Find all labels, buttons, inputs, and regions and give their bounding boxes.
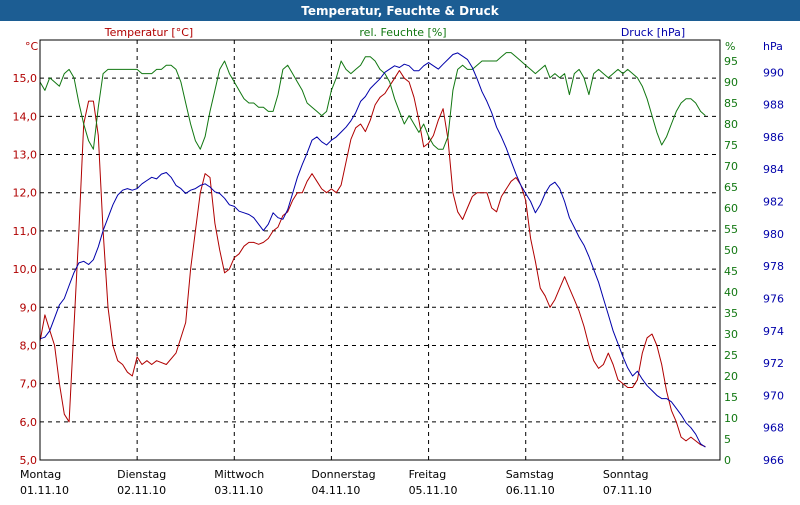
pressure-tick-label: 980 [763,228,784,241]
humidity-unit: % [725,40,735,53]
temperature-tick-label: 15,0 [13,72,38,85]
x-day-label: Sonntag [603,468,649,481]
series-line-pressure [39,52,706,448]
pressure-tick-label: 982 [763,196,784,209]
humidity-tick-label: 90 [724,76,738,89]
humidity-tick-label: 0 [724,454,731,467]
humidity-tick-label: 95 [724,55,738,68]
temperature-tick-label: 7,0 [20,378,38,391]
pressure-tick-label: 970 [763,389,784,402]
humidity-tick-label: 45 [724,265,738,278]
temperature-tick-label: 13,0 [13,149,38,162]
pressure-tick-label: 968 [763,422,784,435]
humidity-tick-label: 40 [724,286,738,299]
x-day-label: Mittwoch [214,468,264,481]
temperature-tick-label: 5,0 [20,454,38,467]
humidity-tick-label: 50 [724,244,738,257]
humidity-tick-label: 5 [724,433,731,446]
pressure-tick-label: 972 [763,357,784,370]
x-day-label: Dienstag [117,468,166,481]
temperature-tick-label: 12,0 [13,187,38,200]
pressure-tick-label: 984 [763,163,784,176]
x-date-label: 02.11.10 [117,484,166,497]
series-lines [39,52,706,448]
humidity-tick-label: 55 [724,223,738,236]
pressure-tick-label: 976 [763,292,784,305]
humidity-tick-label: 65 [724,181,738,194]
humidity-tick-label: 35 [724,307,738,320]
humidity-tick-label: 15 [724,391,738,404]
pressure-axis-label: Druck [hPa] [621,26,685,39]
temperature-ticks: 6,0 7,0 8,0 9,0 10,0 11,0 12,0 13,0 14,0 15,0 5,0 [13,72,38,467]
x-date-label: 01.11.10 [20,484,69,497]
pressure-unit: hPa [763,40,783,53]
temperature-tick-label: 8,0 [20,339,38,352]
pressure-tick-label: 966 [763,454,784,467]
pressure-tick-label: 988 [763,99,784,112]
x-date-label: 03.11.10 [214,484,263,497]
series-line-humidity [39,52,706,150]
humidity-tick-label: 70 [724,160,738,173]
pressure-tick-label: 986 [763,131,784,144]
x-date-label: 07.11.10 [603,484,652,497]
grid [40,40,720,460]
humidity-ticks: 0 5 10 15 20 25 30 35 40 45 50 55 60 65 70 75 80 85 90 95 [724,55,738,467]
temperature-axis-label: Temperatur [°C] [104,26,193,39]
temperature-tick-label: 6,0 [20,416,38,429]
humidity-tick-label: 10 [724,412,738,425]
pressure-tick-label: 990 [763,66,784,79]
temperature-tick-label: 14,0 [13,110,38,123]
humidity-tick-label: 60 [724,202,738,215]
humidity-tick-label: 75 [724,139,738,152]
temperature-tick-label: 9,0 [20,301,38,314]
title-bar [0,0,800,21]
series-line-temperature [39,70,706,448]
temperature-tick-label: 10,0 [13,263,38,276]
humidity-tick-label: 20 [724,370,738,383]
x-date-label: 05.11.10 [409,484,458,497]
chart-title: Temperatur, Feuchte & Druck [301,4,499,18]
x-day-label: Freitag [409,468,447,481]
x-axis-labels: Montag 01.11.10 Dienstag 02.11.10 Mittwoch 03… [20,468,652,497]
humidity-tick-label: 85 [724,97,738,110]
pressure-ticks: 966 968 970 972 974 976 978 980 982 984 986 988 990 [763,66,784,467]
temperature-tick-label: 11,0 [13,225,38,238]
x-day-label: Montag [20,468,61,481]
plot-frame [39,39,721,461]
x-date-label: 04.11.10 [311,484,360,497]
pressure-tick-label: 978 [763,260,784,273]
humidity-axis-label: rel. Feuchte [%] [359,26,446,39]
humidity-tick-label: 30 [724,328,738,341]
humidity-tick-label: 25 [724,349,738,362]
x-day-label: Samstag [506,468,554,481]
x-date-label: 06.11.10 [506,484,555,497]
temperature-unit: °C [25,40,39,53]
pressure-tick-label: 974 [763,325,784,338]
x-day-label: Donnerstag [311,468,375,481]
humidity-tick-label: 80 [724,118,738,131]
